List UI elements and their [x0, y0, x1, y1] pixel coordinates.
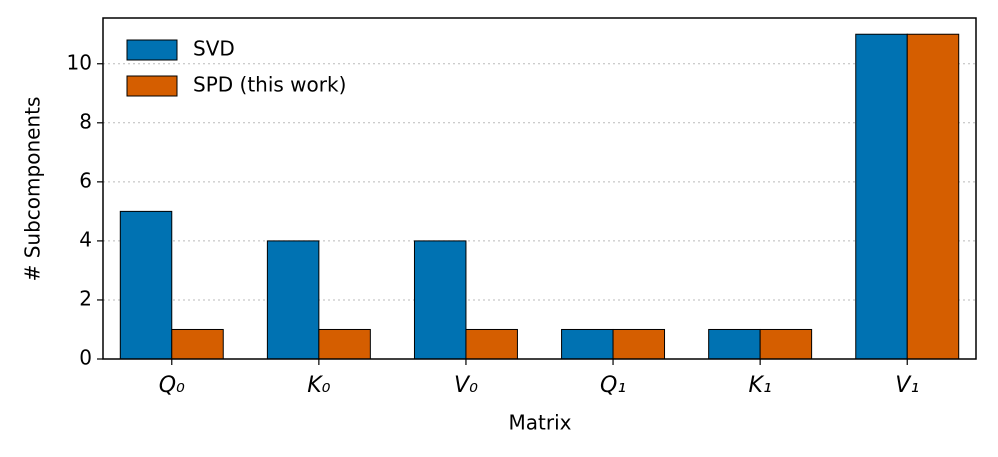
x-tick-label: K₀	[307, 373, 330, 398]
legend-swatch	[126, 39, 178, 61]
y-tick-label: 10	[67, 50, 92, 74]
bar	[855, 33, 908, 360]
y-tick-label: 6	[79, 168, 92, 192]
y-axis-label: # Subcomponents	[21, 97, 45, 282]
plot-frame	[102, 17, 977, 360]
bar	[413, 240, 467, 360]
x-tick-label: Q₀	[159, 373, 185, 398]
legend-label: SVD	[193, 37, 235, 61]
bar	[708, 328, 761, 360]
x-axis-label: Matrix	[509, 411, 572, 435]
bar	[759, 328, 813, 360]
x-tick-label: K₁	[749, 373, 772, 398]
bar	[318, 328, 371, 360]
y-tick-label: 8	[79, 109, 92, 133]
bar	[119, 210, 173, 360]
bar	[465, 328, 518, 360]
bar	[561, 328, 614, 360]
y-tick-label: 2	[79, 286, 92, 310]
legend-label: SPD (this work)	[193, 73, 346, 97]
x-tick-label: V₀	[454, 373, 478, 398]
y-tick-label: 4	[79, 227, 92, 251]
bar	[171, 328, 224, 360]
legend: SVD SPD (this work)	[126, 37, 346, 97]
legend-swatch	[126, 75, 178, 97]
bar	[612, 328, 666, 360]
x-tick-label: Q₁	[600, 373, 626, 398]
y-tick-label: 0	[79, 346, 92, 370]
x-tick-label: V₁	[895, 373, 919, 398]
bar	[906, 33, 960, 360]
bar	[266, 240, 320, 360]
